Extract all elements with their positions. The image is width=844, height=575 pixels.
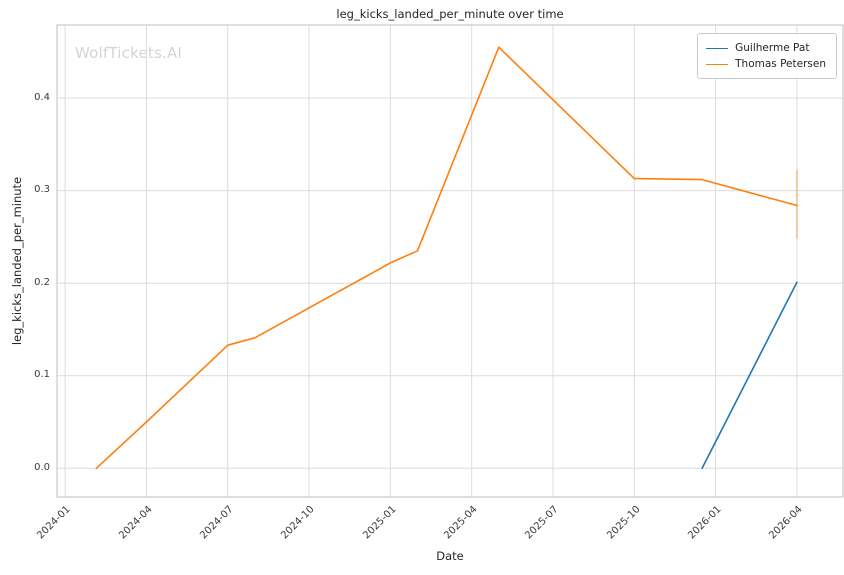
y-tick-label: 0.0 <box>34 461 50 473</box>
series-line-thomas-petersen <box>95 46 798 470</box>
legend-line-swatch-orange <box>706 63 729 65</box>
y-tick-label: 0.4 <box>34 91 50 103</box>
y-axis-label: leg_kicks_landed_per_minute <box>10 176 24 346</box>
watermark: WolfTickets.AI <box>75 44 183 62</box>
legend-label: Thomas Petersen <box>735 58 826 70</box>
series-line-guilherme-pat <box>701 281 798 470</box>
y-tick-label: 0.3 <box>34 184 50 196</box>
plot-frame <box>56 24 844 498</box>
legend: Guilherme Pat Thomas Petersen <box>697 33 837 79</box>
y-tick-label: 0.2 <box>34 276 50 288</box>
legend-line-swatch-blue <box>706 47 729 49</box>
legend-item-thomas-petersen: Thomas Petersen <box>706 56 826 72</box>
y-tick-label: 0.1 <box>34 369 50 381</box>
chart-title: leg_kicks_landed_per_minute over time <box>336 7 564 21</box>
legend-label: Guilherme Pat <box>735 42 810 54</box>
x-axis-label: Date <box>436 549 464 563</box>
legend-item-guilherme-pat: Guilherme Pat <box>706 40 826 56</box>
